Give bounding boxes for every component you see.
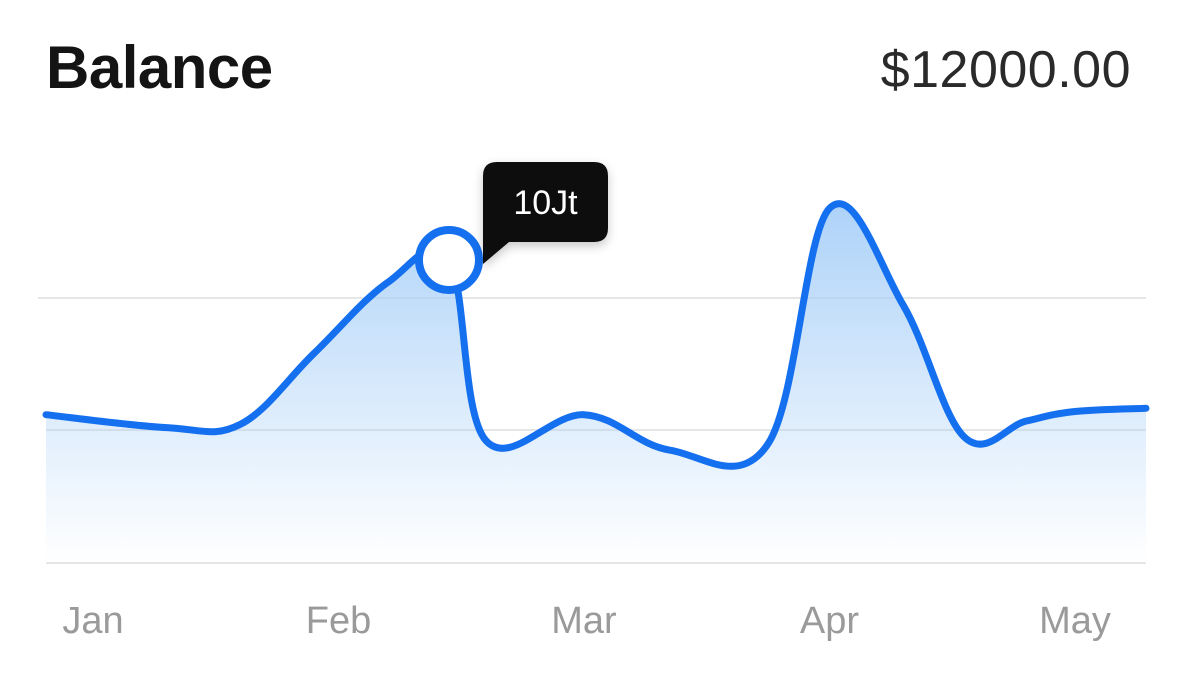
x-tick-label: Feb	[306, 600, 371, 642]
value-tooltip: 10Jt	[483, 162, 608, 264]
data-point	[311, 350, 317, 356]
data-point	[962, 434, 968, 440]
data-point	[43, 412, 49, 418]
data-point	[900, 302, 906, 308]
tooltip-label: 10Jt	[513, 184, 578, 222]
data-point	[765, 441, 771, 447]
data-point	[1072, 408, 1078, 414]
balance-area	[46, 204, 1146, 563]
data-point	[667, 447, 673, 453]
data-point	[1143, 405, 1149, 411]
x-tick-label: Mar	[551, 600, 617, 642]
x-tick-label: Jan	[62, 600, 123, 642]
data-point	[164, 425, 170, 431]
data-point	[581, 412, 587, 418]
data-point	[827, 205, 833, 211]
x-tick-label: May	[1039, 600, 1111, 642]
data-point	[385, 280, 391, 286]
data-point	[1023, 418, 1029, 424]
x-tick-label: Apr	[800, 600, 859, 642]
data-point	[483, 437, 489, 443]
data-point	[237, 421, 243, 427]
highlight-point-marker[interactable]	[419, 230, 479, 290]
